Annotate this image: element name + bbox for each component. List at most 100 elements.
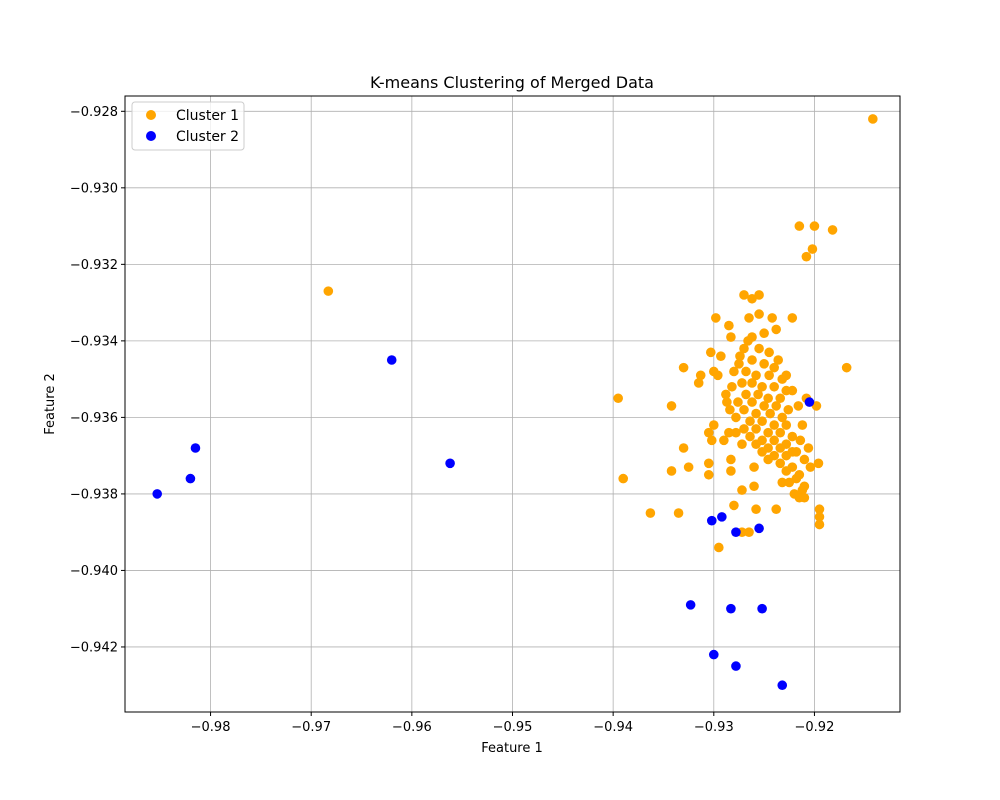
y-tick-label: −0.942 — [70, 640, 118, 655]
cluster-1-point — [799, 492, 810, 503]
cluster-1-point — [739, 343, 749, 354]
cluster-1-point — [737, 439, 747, 449]
cluster-1-point — [777, 412, 788, 423]
cluster-1-point — [721, 389, 731, 400]
cluster-1-point — [754, 309, 764, 319]
cluster-1-point — [827, 225, 838, 235]
cluster-1-point — [787, 431, 798, 442]
y-tick-label: −0.940 — [70, 564, 118, 579]
cluster-1-point — [711, 313, 721, 323]
cluster-1-point — [737, 378, 747, 388]
cluster-1-point — [725, 404, 735, 415]
cluster-1-point — [645, 508, 656, 518]
cluster-1-point — [805, 462, 816, 472]
cluster-1-point — [613, 393, 623, 404]
cluster-1-point — [765, 408, 775, 419]
cluster-1-point — [751, 504, 761, 515]
cluster-1-point — [737, 485, 747, 495]
cluster-1-point — [743, 336, 753, 346]
cluster-1-point — [666, 401, 677, 411]
cluster-1-point — [741, 389, 751, 400]
cluster-1-point — [729, 500, 739, 511]
cluster-1-point — [666, 466, 677, 476]
cluster-2-point — [731, 661, 741, 671]
cluster-1-point — [714, 542, 724, 553]
cluster-2-point — [757, 603, 767, 614]
cluster-1-point — [763, 454, 773, 465]
cluster-1-point — [734, 359, 744, 369]
cluster-1-point — [683, 462, 694, 472]
cluster-1-point — [781, 370, 792, 381]
cluster-1-point — [751, 408, 761, 419]
cluster-1-point — [754, 343, 764, 354]
cluster-1-point — [323, 286, 334, 296]
cluster-1-point — [726, 454, 736, 465]
cluster-1-point — [764, 347, 774, 358]
axis-ticks: −0.98 −0.97 −0.96 −0.95 −0.94 −0.93 −0.92 −0.94… — [70, 105, 834, 735]
cluster-1-point — [777, 477, 788, 488]
cluster-2-point — [777, 680, 788, 691]
cluster-1-point — [745, 431, 755, 442]
cluster-1-point — [716, 351, 726, 361]
cluster-1-point — [807, 244, 818, 254]
cluster-1-point — [745, 416, 755, 427]
legend: Cluster 1 Cluster 2 — [131, 101, 245, 151]
x-tick-label: −0.93 — [694, 720, 734, 735]
cluster-1-point — [841, 362, 852, 373]
cluster-1-point — [814, 504, 825, 515]
cluster-1-point — [763, 393, 773, 404]
cluster-2-point — [804, 397, 815, 407]
cluster-1-point — [791, 447, 802, 457]
y-tick-label: −0.930 — [70, 181, 118, 196]
cluster-1-point — [719, 435, 729, 446]
cluster-1-point — [722, 397, 732, 407]
x-tick-label: −0.97 — [291, 720, 331, 735]
cluster-1-point — [751, 370, 761, 381]
cluster-1-point — [813, 458, 824, 469]
cluster-1-point — [726, 332, 736, 342]
x-tick-label: −0.95 — [493, 720, 533, 735]
cluster-1-point — [747, 397, 757, 407]
cluster-1-point — [731, 427, 741, 438]
cluster-1-point — [787, 313, 798, 323]
cluster-1-point — [713, 370, 723, 381]
cluster-1-point — [751, 439, 761, 449]
y-tick-label: −0.938 — [70, 487, 118, 502]
cluster-1-point — [749, 481, 759, 492]
cluster-1-point — [731, 412, 741, 423]
cluster-1-point — [733, 397, 743, 407]
cluster-1-point — [695, 370, 706, 381]
cluster-1-point — [797, 420, 808, 430]
cluster-1-point — [814, 512, 825, 522]
data-points — [152, 114, 878, 691]
cluster-1-point — [771, 324, 782, 335]
cluster-1-point — [763, 427, 773, 438]
cluster-1-point — [705, 347, 716, 358]
cluster-2-point — [685, 600, 696, 610]
cluster-1-point — [753, 389, 763, 400]
cluster-1-point — [757, 416, 767, 427]
cluster-1-point — [726, 466, 736, 476]
cluster-2-point — [726, 603, 736, 614]
cluster-1-point — [781, 450, 792, 461]
legend-box — [131, 101, 245, 151]
cluster-1-point — [757, 381, 767, 392]
cluster-1-point — [781, 420, 792, 430]
cluster-1-point — [795, 435, 806, 446]
cluster-1-point — [764, 370, 774, 381]
y-tick-label: −0.928 — [70, 105, 118, 120]
cluster-1-point — [757, 447, 767, 457]
cluster-2-point — [731, 527, 741, 537]
x-tick-label: −0.98 — [191, 720, 231, 735]
cluster-1-point — [744, 313, 754, 323]
cluster-1-point — [784, 477, 795, 488]
cluster-1-point — [739, 424, 749, 434]
cluster-1-point — [741, 366, 751, 377]
cluster-1-point — [769, 381, 779, 392]
cluster-1-point — [759, 401, 769, 411]
legend-marker-cluster-1 — [146, 110, 156, 120]
cluster-2-point — [717, 512, 727, 522]
cluster-1-point — [747, 378, 757, 388]
cluster-1-point — [775, 393, 786, 404]
